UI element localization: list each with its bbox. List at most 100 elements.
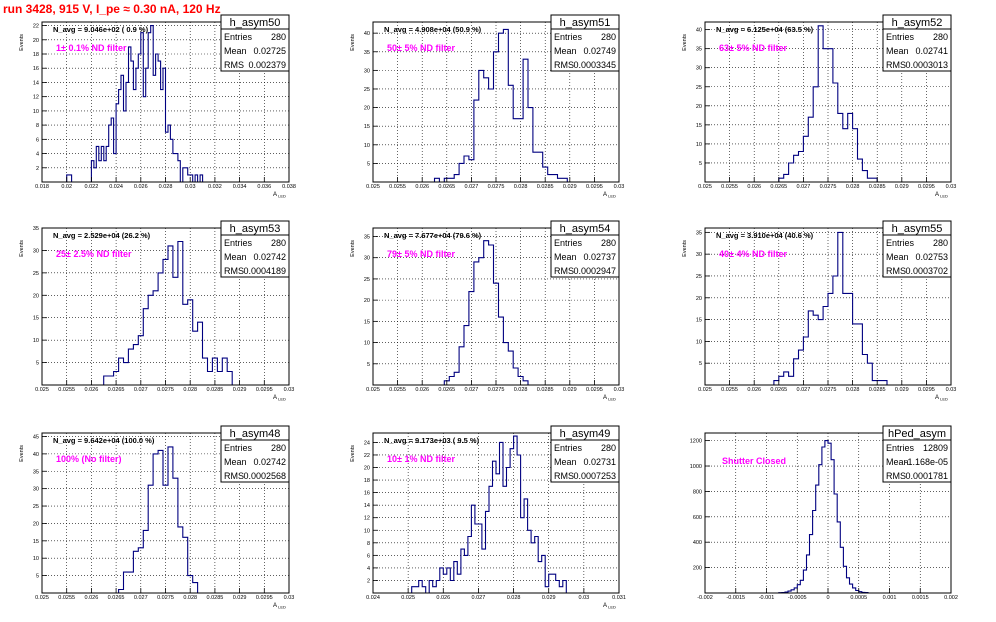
stats-label: Mean: [224, 457, 247, 467]
x-tick-label: 0.028: [183, 387, 197, 393]
x-tick-label: 0.027: [472, 595, 486, 601]
x-tick-label: 0.0265: [108, 595, 125, 601]
stats-value: 0.02753: [915, 252, 948, 262]
navg-caption: N_avg = 6.125e+04 (63.5 %): [716, 25, 814, 34]
stats-label: Mean: [224, 252, 247, 262]
x-axis-subscript: LED: [939, 194, 948, 199]
x-axis-subscript: LED: [939, 397, 948, 402]
stats-value: 0.0004189: [243, 266, 286, 276]
x-tick-label: 0.031: [612, 595, 626, 601]
histogram-name: hPed_asym: [888, 428, 946, 440]
x-tick-label: 0.03: [185, 184, 196, 190]
x-tick-label: 0.0275: [488, 184, 505, 190]
stats-value: 0.02749: [583, 46, 616, 56]
plot-frame: [372, 432, 620, 594]
x-tick-label: 0.027: [465, 387, 479, 393]
stats-label: Mean: [554, 46, 577, 56]
histogram-name: h_asym54: [560, 223, 611, 235]
x-tick-label: 0.025: [35, 595, 49, 601]
y-tick-label: 20: [33, 521, 39, 527]
y-tick-label: 5: [36, 574, 39, 580]
y-tick-label: 30: [364, 68, 370, 74]
x-tick-label: 0.029: [542, 595, 556, 601]
y-tick-label: 40: [364, 31, 370, 37]
y-axis-title: Events: [19, 445, 25, 462]
stats-value: 0.0001781: [905, 471, 948, 481]
x-tick-label: 0.0285: [869, 184, 886, 190]
stats-label: RMS: [224, 471, 244, 481]
y-tick-label: 10: [33, 338, 39, 344]
stats-label: RMS: [224, 60, 244, 70]
y-tick-label: 15: [33, 316, 39, 322]
stats-value: 0.02725: [253, 46, 286, 56]
y-tick-label: 35: [33, 226, 39, 232]
filter-label: Shutter Closed: [722, 456, 786, 466]
x-tick-label: 0.0295: [918, 184, 935, 190]
x-tick-label: 0.03: [284, 595, 295, 601]
filter-label: 10± 1% ND filter: [387, 454, 455, 464]
stats-label: Entries: [224, 32, 253, 42]
histogram-name: h_asym53: [230, 223, 281, 235]
stats-value: 280: [933, 238, 948, 248]
x-axis-title: A LED: [935, 192, 948, 199]
stats-value: 0.0003702: [905, 266, 948, 276]
y-axis-title: Events: [19, 240, 25, 257]
filter-label: 100% (No filter): [56, 454, 122, 464]
x-tick-label: 0.038: [282, 184, 296, 190]
stats-value: 0.02742: [253, 252, 286, 262]
x-tick-label: 0.0285: [206, 387, 223, 393]
y-tick-label: 5: [699, 361, 702, 367]
histogram-panel: 0.025 0.0255 0.026 0.0265 0.027 0.0275 0.028 0.…: [350, 220, 624, 402]
stats-label: Mean: [886, 252, 909, 262]
y-tick-label: 22: [364, 453, 370, 459]
x-tick-label: 0.027: [465, 184, 479, 190]
x-tick-label: 0.03: [614, 184, 625, 190]
x-axis-title: A LED: [273, 395, 286, 402]
histogram-line: [443, 240, 529, 385]
y-tick-label: 15: [696, 318, 702, 324]
y-tick-label: 1200: [690, 439, 702, 445]
y-tick-label: 10: [696, 339, 702, 345]
x-tick-label: 0.025: [698, 387, 712, 393]
histogram-panel: -0.002 -0.0015 -0.001 -0.0005 0 0.0005 0.001 0.…: [690, 425, 958, 601]
y-tick-label: 25: [696, 274, 702, 280]
stats-value: -1.168e-05: [904, 457, 948, 467]
stats-label: Mean: [886, 46, 909, 56]
x-axis-subscript: LED: [277, 397, 286, 402]
x-tick-label: 0.026: [415, 184, 429, 190]
x-tick-label: 0.0285: [537, 387, 554, 393]
stats-label: Entries: [224, 443, 253, 453]
x-tick-label: 0.0265: [770, 387, 787, 393]
y-tick-label: 10: [696, 142, 702, 148]
y-tick-label: 6: [367, 553, 370, 559]
x-tick-label: 0.0295: [918, 387, 935, 393]
y-tick-label: 35: [696, 230, 702, 236]
navg-caption: N_avg = 2.529e+04 (26.2 %): [53, 231, 151, 240]
histogram-panel: 0.025 0.0255 0.026 0.0265 0.027 0.0275 0.028 0.…: [19, 220, 294, 402]
y-tick-label: 16: [33, 66, 39, 72]
y-tick-label: 35: [33, 469, 39, 475]
y-tick-label: 2: [36, 166, 39, 172]
x-tick-label: 0.0265: [770, 184, 787, 190]
stats-box: [882, 14, 952, 72]
stats-value: 280: [601, 32, 616, 42]
histogram-name: h_asym52: [892, 17, 943, 29]
y-tick-label: 12: [364, 516, 370, 522]
x-axis-subscript: LED: [277, 605, 286, 610]
histogram-line: [411, 435, 567, 594]
stats-box: [882, 425, 952, 483]
y-tick-label: 5: [367, 161, 370, 167]
y-tick-label: 20: [364, 106, 370, 112]
y-tick-label: 4: [36, 152, 39, 158]
x-tick-label: 0.0285: [537, 184, 554, 190]
x-tick-label: 0: [826, 595, 829, 601]
stats-box: [220, 220, 290, 278]
y-tick-label: 45: [33, 434, 39, 440]
y-tick-label: 40: [33, 452, 39, 458]
stats-label: RMS: [554, 471, 574, 481]
stats-label: RMS: [886, 266, 906, 276]
x-tick-label: 0.0275: [157, 387, 174, 393]
x-tick-label: 0.027: [797, 184, 811, 190]
stats-label: Entries: [886, 238, 915, 248]
y-axis-title: Events: [19, 34, 25, 51]
